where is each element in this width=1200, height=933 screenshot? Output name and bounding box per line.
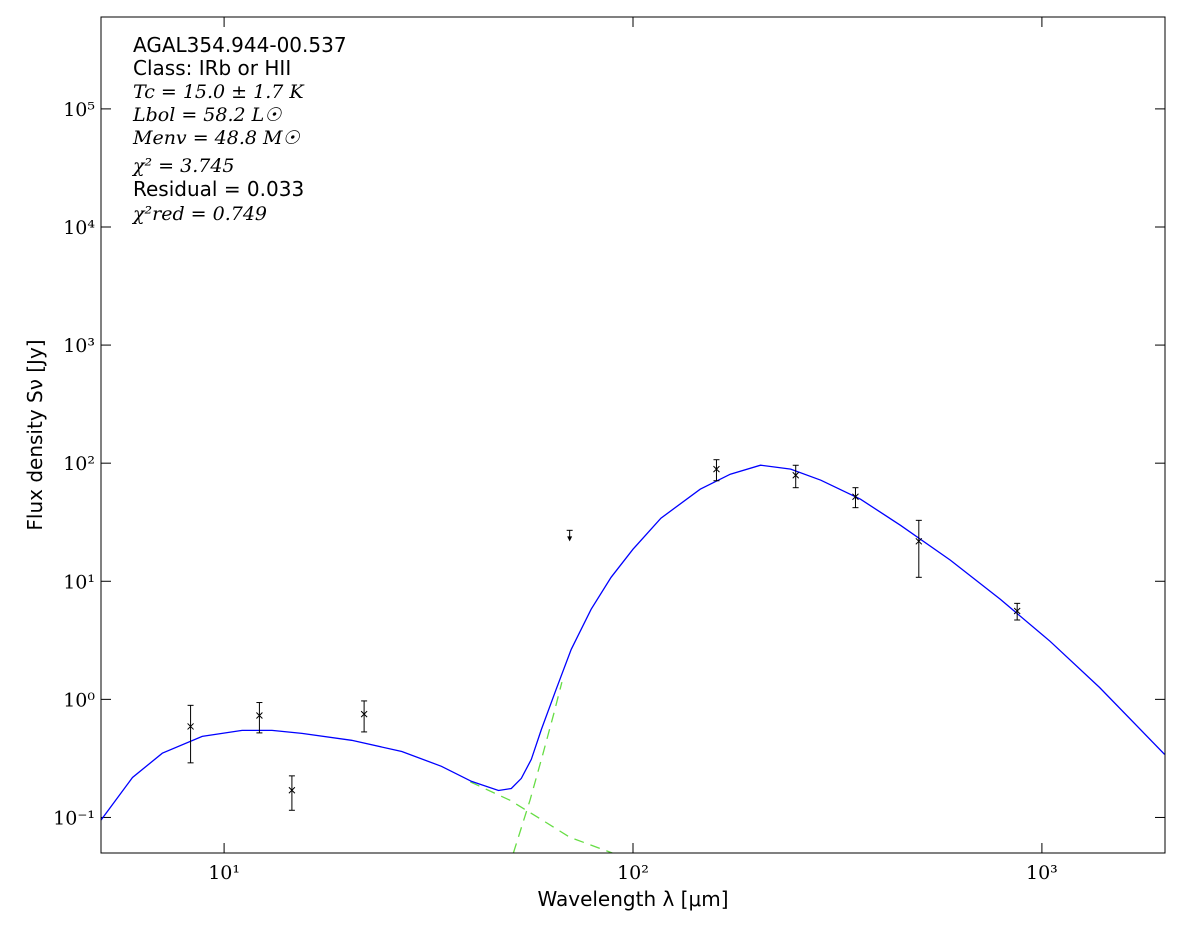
annotation: Tc = 15.0 ± 1.7 K: [133, 81, 305, 103]
y-tick-label: 10⁻¹: [53, 807, 95, 829]
x-tick-label: 10³: [1026, 862, 1058, 884]
data-point: [713, 465, 720, 473]
data-point: [792, 471, 800, 479]
annotation: Lbol = 58.2 L☉: [132, 104, 282, 126]
annotation: χ² = 3.745: [131, 155, 235, 177]
y-tick-label: 10¹: [63, 571, 95, 593]
model-curve: [101, 464, 1165, 821]
annotation: Residual = 0.033: [133, 177, 304, 201]
annotation: Menv = 48.8 M☉: [132, 127, 300, 149]
data-point: [1013, 607, 1021, 615]
annotation: AGAL354.944-00.537: [133, 33, 347, 57]
annotation: Class: IRb or HII: [133, 56, 291, 80]
y-tick-label: 10²: [63, 453, 95, 475]
data-point: [852, 493, 859, 501]
annotation: χ²red = 0.749: [131, 203, 267, 225]
plot-frame: [100, 16, 1166, 854]
y-tick-label: 10³: [63, 335, 95, 357]
data-point: [256, 712, 263, 719]
y-tick-label: 10⁰: [63, 689, 95, 711]
y-tick-label: 10⁵: [63, 99, 95, 121]
data-point: [187, 723, 194, 730]
data-point: [288, 786, 296, 794]
y-axis-label: Flux density Sν [Jy]: [23, 339, 47, 530]
upper-limit-arrow: [567, 536, 573, 542]
component-curve: [512, 681, 563, 853]
plot-area: [101, 459, 1165, 853]
x-axis-label: Wavelength λ [μm]: [537, 887, 728, 911]
y-tick-label: 10⁴: [63, 217, 95, 239]
data-point: [360, 710, 368, 718]
x-tick-label: 10²: [617, 862, 649, 884]
data-point: [915, 537, 923, 545]
x-tick-label: 10¹: [208, 862, 240, 884]
